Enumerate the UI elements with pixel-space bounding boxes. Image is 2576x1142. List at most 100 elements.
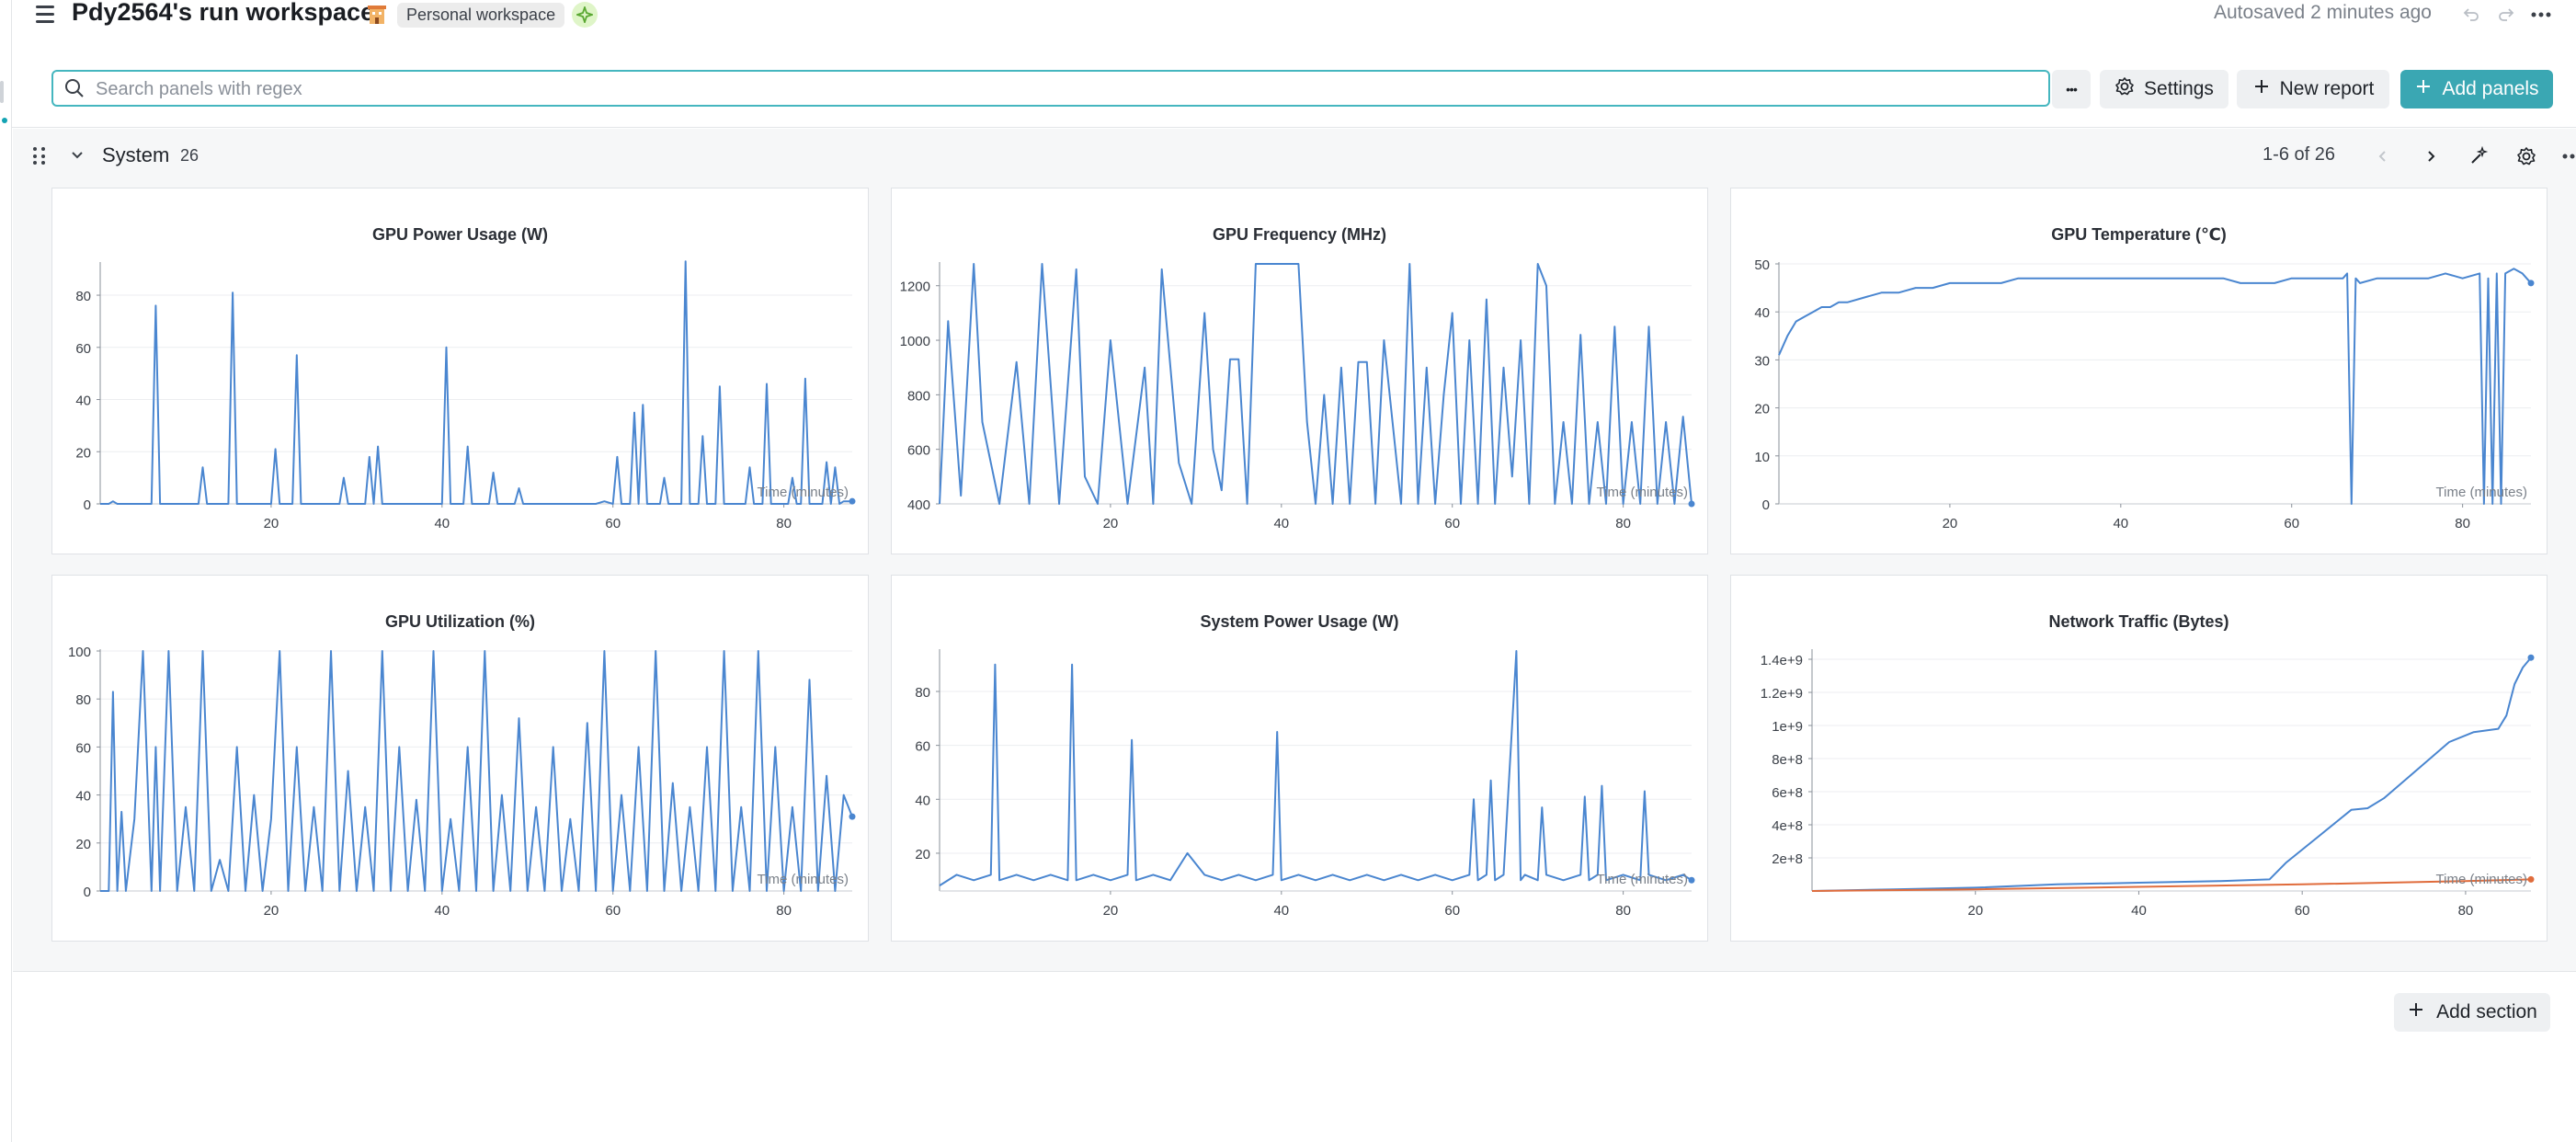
y-tick-label: 8e+8 xyxy=(1772,752,1803,768)
y-tick-label: 30 xyxy=(1754,353,1770,369)
panel-gpu-utilization[interactable]: GPU Utilization (%) 0 20 40 60 80 100 20 40 60 80… xyxy=(51,575,869,942)
y-tick-label: 1.2e+9 xyxy=(1761,686,1803,702)
x-axis-label: Time (minutes) xyxy=(1597,485,1688,500)
rail-indicator xyxy=(2,118,7,123)
chart-gpu-power: 0 20 40 60 80 20 40 60 80 Time (minutes) xyxy=(75,260,856,531)
chart-system-power: 20 40 60 80 20 40 60 80 Time (minutes) xyxy=(915,649,1695,919)
panel-title: GPU Utilization (%) xyxy=(385,612,535,631)
panel-title: GPU Power Usage (W) xyxy=(371,225,549,244)
y-tick-label: 40 xyxy=(75,789,91,805)
chevron-left-icon[interactable] xyxy=(2368,142,2398,171)
x-tick-label: 20 xyxy=(264,516,279,531)
new-report-button[interactable]: New report xyxy=(2237,70,2389,108)
more-options-button[interactable]: ••• xyxy=(2052,70,2091,108)
series-endpoint xyxy=(849,813,856,820)
plus-icon xyxy=(2252,77,2271,101)
x-tick-label: 20 xyxy=(1943,516,1958,531)
x-axis-label: Time (minutes) xyxy=(1597,872,1688,887)
workspace-badge-label: Personal workspace xyxy=(397,2,565,28)
x-tick-label: 80 xyxy=(776,516,792,531)
panel-gpu-power[interactable]: GPU Power Usage (W) 0 20 40 60 80 20 40 60 80 Tim… xyxy=(51,188,869,554)
x-tick-label: 80 xyxy=(2458,903,2474,919)
more-options-label: ••• xyxy=(2066,82,2078,97)
y-tick-label: 600 xyxy=(907,443,930,459)
x-tick-label: 20 xyxy=(1967,903,1983,919)
y-tick-label: 80 xyxy=(75,692,91,708)
undo-icon[interactable] xyxy=(2458,2,2484,28)
search-toolbar: ••• Settings New report Add panels xyxy=(11,61,2576,116)
x-tick-label: 20 xyxy=(1103,516,1119,531)
panel-gpu-frequency[interactable]: GPU Frequency (MHz) 400 600 800 1000 1200 20 4… xyxy=(891,188,1708,554)
y-tick-label: 80 xyxy=(75,289,91,304)
add-section-button[interactable]: Add section xyxy=(2394,993,2550,1032)
hamburger-menu-icon[interactable] xyxy=(33,2,57,26)
workspace-badge[interactable]: Personal workspace xyxy=(364,1,598,29)
x-tick-label: 40 xyxy=(1273,516,1289,531)
x-tick-label: 80 xyxy=(1615,516,1631,531)
y-tick-label: 10 xyxy=(1754,450,1770,465)
series-line xyxy=(1811,878,2532,892)
chart-network-traffic: 2e+8 4e+8 6e+8 8e+8 1e+9 1.2e+9 1.4e+9 20 40 60 80… xyxy=(1761,649,2535,919)
x-tick-label: 40 xyxy=(434,903,450,919)
section-more-icon[interactable] xyxy=(2558,142,2576,171)
series-line xyxy=(939,650,1693,886)
toolbar-divider xyxy=(11,127,2576,128)
panel-title: GPU Frequency (MHz) xyxy=(1212,225,1387,244)
y-tick-label: 80 xyxy=(915,685,930,701)
add-section-label: Add section xyxy=(2436,1001,2537,1022)
add-panels-button[interactable]: Add panels xyxy=(2400,70,2553,108)
chevron-down-icon[interactable] xyxy=(68,145,86,168)
panel-network-traffic[interactable]: Network Traffic (Bytes) 2e+8 4e+8 6e+8 8e+8… xyxy=(1730,575,2548,942)
y-tick-label: 400 xyxy=(907,497,930,513)
plus-icon xyxy=(2407,1000,2425,1024)
x-tick-label: 60 xyxy=(2295,903,2310,919)
y-tick-label: 60 xyxy=(75,341,91,357)
settings-button[interactable]: Settings xyxy=(2100,70,2228,108)
drag-handle-icon[interactable] xyxy=(33,147,48,166)
magic-wand-icon[interactable] xyxy=(2464,142,2493,171)
section-header: System 26 1-6 of 26 xyxy=(13,129,2576,188)
x-tick-label: 80 xyxy=(776,903,792,919)
panel-system-power[interactable]: System Power Usage (W) 20 40 60 80 20 40 60 80 T… xyxy=(891,575,1708,942)
search-input[interactable] xyxy=(94,75,2028,103)
y-tick-label: 60 xyxy=(915,739,930,755)
y-tick-label: 1.4e+9 xyxy=(1761,653,1803,668)
redo-icon[interactable] xyxy=(2493,2,2519,28)
panel-title: System Power Usage (W) xyxy=(1200,612,1399,631)
y-tick-label: 40 xyxy=(915,793,930,808)
y-tick-label: 60 xyxy=(75,740,91,756)
x-axis-label: Time (minutes) xyxy=(2436,485,2527,500)
gear-icon xyxy=(2114,76,2135,102)
y-tick-label: 1e+9 xyxy=(1772,719,1803,735)
panel-pager: 1-6 of 26 xyxy=(2263,144,2335,165)
panel-title: GPU Temperature (℃) xyxy=(2051,225,2227,244)
panel-gpu-temperature[interactable]: GPU Temperature (℃) 0 10 20 30 40 50 20 40 60 80 T… xyxy=(1730,188,2548,554)
new-report-label: New report xyxy=(2279,78,2375,99)
section-settings-gear-icon[interactable] xyxy=(2512,142,2541,171)
rail-handle[interactable] xyxy=(0,81,4,103)
chevron-right-icon[interactable] xyxy=(2416,142,2445,171)
series-endpoint xyxy=(849,497,856,505)
x-tick-label: 40 xyxy=(434,516,450,531)
x-tick-label: 60 xyxy=(1444,516,1460,531)
settings-label: Settings xyxy=(2144,78,2214,99)
y-tick-label: 20 xyxy=(1754,402,1770,417)
header-more-icon[interactable] xyxy=(2528,2,2554,28)
y-tick-label: 100 xyxy=(68,645,91,660)
y-tick-label: 40 xyxy=(1754,305,1770,321)
y-tick-label: 0 xyxy=(1762,497,1770,513)
x-tick-label: 60 xyxy=(2284,516,2299,531)
chart-gpu-temperature: 0 10 20 30 40 50 20 40 60 80 Time (minutes) xyxy=(1754,257,2535,531)
chart-gpu-utilization: 0 20 40 60 80 100 20 40 60 80 Time (minutes) xyxy=(68,645,856,919)
series-line xyxy=(1778,268,2532,505)
series-endpoint xyxy=(2527,280,2535,287)
y-tick-label: 2e+8 xyxy=(1772,851,1803,867)
sparkle-icon[interactable] xyxy=(572,2,598,28)
x-tick-label: 20 xyxy=(1103,903,1119,919)
series-endpoint xyxy=(2527,654,2535,661)
plus-icon xyxy=(2414,77,2433,101)
x-axis-label: Time (minutes) xyxy=(758,872,849,887)
x-tick-label: 40 xyxy=(2113,516,2128,531)
series-line xyxy=(100,260,852,505)
search-box[interactable] xyxy=(51,70,2050,107)
